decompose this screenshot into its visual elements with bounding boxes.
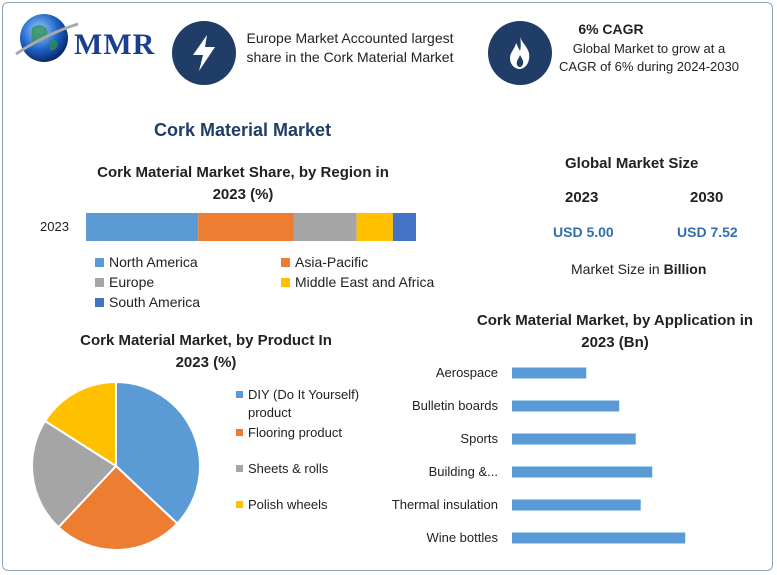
legend-swatch — [281, 277, 290, 287]
year-2023: 2023 — [565, 189, 599, 206]
unit-bold: Billion — [663, 261, 707, 277]
application-label: Sports — [460, 431, 498, 446]
mmr-logo: MMR — [12, 10, 162, 70]
application-bar — [512, 433, 636, 445]
legend-swatch — [95, 257, 104, 267]
application-bar — [512, 466, 653, 478]
application-label: Wine bottles — [426, 530, 498, 545]
legend-label: South America — [109, 294, 201, 310]
application-chart-title: Cork Material Market, by Application in … — [476, 312, 754, 351]
pie-slice-1 — [57, 464, 179, 551]
application-bar — [512, 499, 641, 511]
unit-prefix: Market Size in — [571, 261, 664, 277]
region-stacked-bar — [86, 213, 416, 241]
region-segment-south-america — [392, 213, 416, 241]
pie-slice-2 — [31, 419, 118, 529]
legend-swatch — [236, 465, 243, 472]
pie-legend-polish: Polish wheels — [236, 496, 386, 514]
logo-text: MMR — [74, 28, 156, 61]
region-segment-europe — [293, 213, 357, 241]
value-2023: USD 5.00 — [553, 224, 614, 240]
legend-asia-pacific: Asia-Pacific — [281, 254, 368, 270]
region-segment-middle-east-and-africa — [356, 213, 393, 241]
flame-icon-badge — [488, 21, 552, 85]
global-market-title: Global Market Size — [565, 155, 699, 172]
application-label: Building &... — [429, 464, 498, 479]
legend-label: Asia-Pacific — [295, 254, 369, 270]
lightning-icon-badge — [172, 21, 236, 85]
cagr-title: 6% CAGR — [578, 21, 644, 37]
legend-swatch — [95, 297, 104, 307]
legend-swatch — [95, 277, 104, 287]
globe-icon — [15, 14, 79, 62]
legend-label: Polish wheels — [248, 497, 328, 512]
application-bar-chart: Aerospace Bulletin boards Sports Building &… — [392, 365, 686, 545]
legend-swatch — [236, 429, 243, 436]
year-2030: 2030 — [690, 189, 724, 206]
legend-europe: Europe — [95, 274, 154, 290]
application-label: Aerospace — [436, 365, 498, 380]
pie-legend-flooring: Flooring product — [236, 424, 386, 442]
flame-icon — [510, 37, 530, 69]
product-chart-title: Cork Material Market, by Product In 2023… — [80, 332, 332, 371]
market-size-unit: Market Size in Billion — [571, 261, 706, 277]
page-title: Cork Material Market — [154, 120, 332, 140]
legend-swatch — [236, 501, 243, 508]
value-2030: USD 7.52 — [677, 224, 738, 240]
pie-legend-sheets: Sheets & rolls — [236, 460, 386, 478]
legend-swatch — [281, 257, 290, 267]
region-chart-title: Cork Material Market Share, by Region in… — [97, 164, 389, 203]
pie-slice-3 — [43, 380, 117, 468]
pie-slice-0 — [115, 380, 201, 525]
cagr-text: Global Market to grow at a CAGR of 6% du… — [559, 41, 739, 74]
product-pie-chart — [31, 380, 201, 551]
application-bar — [512, 367, 587, 379]
legend-middle-east-africa: Middle East and Africa — [281, 274, 434, 290]
pie-legend-diy: DIY (Do It Yourself) product — [236, 386, 386, 422]
application-label: Thermal insulation — [392, 497, 498, 512]
legend-label: DIY (Do It Yourself) product — [248, 387, 360, 420]
region-segment-asia-pacific — [198, 213, 294, 241]
header-europe-text: Europe Market Accounted largest share in… — [246, 30, 454, 65]
legend-north-america: North America — [95, 254, 198, 270]
legend-label: Sheets & rolls — [248, 461, 329, 476]
lightning-icon — [193, 35, 215, 71]
region-year-label: 2023 — [40, 219, 69, 234]
legend-south-america: South America — [95, 294, 200, 310]
application-label: Bulletin boards — [412, 398, 498, 413]
legend-label: Flooring product — [248, 425, 342, 440]
legend-label: North America — [109, 254, 198, 270]
application-bar — [512, 532, 686, 544]
region-segment-north-america — [86, 213, 199, 241]
legend-swatch — [236, 391, 243, 398]
legend-label: Europe — [109, 274, 155, 290]
application-bar — [512, 400, 620, 412]
legend-label: Middle East and Africa — [295, 274, 435, 290]
